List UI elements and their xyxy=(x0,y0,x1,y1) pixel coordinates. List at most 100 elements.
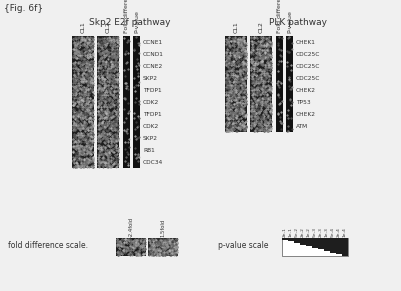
Text: CDK2: CDK2 xyxy=(143,100,159,104)
Bar xyxy=(133,132,140,144)
Bar xyxy=(285,72,292,84)
Bar xyxy=(275,36,282,48)
Bar xyxy=(72,108,94,120)
Text: CDC25C: CDC25C xyxy=(295,63,320,68)
Bar xyxy=(72,84,94,96)
Text: TP53: TP53 xyxy=(295,100,310,104)
Bar xyxy=(225,84,246,96)
Bar xyxy=(299,238,305,244)
Text: 1e-1: 1e-1 xyxy=(288,227,292,237)
Bar xyxy=(97,156,119,168)
Bar xyxy=(72,60,94,72)
Bar xyxy=(133,96,140,108)
Text: Fold difference: Fold difference xyxy=(124,0,129,33)
Bar xyxy=(225,60,246,72)
Bar xyxy=(275,84,282,96)
Bar xyxy=(249,84,271,96)
Bar xyxy=(123,120,130,132)
Text: CDC25C: CDC25C xyxy=(295,75,320,81)
Bar xyxy=(123,108,130,120)
Bar xyxy=(329,238,335,253)
Text: TFDP1: TFDP1 xyxy=(143,111,161,116)
Bar xyxy=(249,60,271,72)
Text: 5e-2: 5e-2 xyxy=(294,227,298,237)
Text: 5e-4: 5e-4 xyxy=(330,227,334,237)
Text: CCNE1: CCNE1 xyxy=(143,40,163,45)
Bar xyxy=(275,108,282,120)
Bar xyxy=(97,96,119,108)
Bar xyxy=(123,144,130,156)
Text: PLK pathway: PLK pathway xyxy=(268,18,326,27)
Bar xyxy=(285,36,292,48)
Bar xyxy=(133,84,140,96)
Bar xyxy=(275,120,282,132)
Text: -2.4fold: -2.4fold xyxy=(128,217,133,237)
Bar xyxy=(133,108,140,120)
Bar xyxy=(72,96,94,108)
Bar xyxy=(133,156,140,168)
Bar xyxy=(225,48,246,60)
Bar xyxy=(285,48,292,60)
Bar xyxy=(317,238,323,249)
Bar xyxy=(311,238,317,248)
Bar xyxy=(123,132,130,144)
Text: CL2: CL2 xyxy=(258,21,263,33)
Text: RB1: RB1 xyxy=(143,148,154,152)
Bar xyxy=(249,120,271,132)
Bar xyxy=(341,238,347,256)
Text: CDC25C: CDC25C xyxy=(295,52,320,56)
Bar xyxy=(123,96,130,108)
Bar xyxy=(293,238,299,243)
Text: 2e-4: 2e-4 xyxy=(336,227,340,237)
Bar xyxy=(97,72,119,84)
Bar xyxy=(275,60,282,72)
Bar xyxy=(97,84,119,96)
Bar xyxy=(72,120,94,132)
Text: CCNE2: CCNE2 xyxy=(143,63,163,68)
Bar xyxy=(116,238,146,256)
Bar xyxy=(225,108,246,120)
Bar xyxy=(123,84,130,96)
Text: P-value: P-value xyxy=(134,10,139,33)
Bar xyxy=(72,144,94,156)
Text: SKP2: SKP2 xyxy=(143,136,158,141)
Bar xyxy=(97,120,119,132)
Bar xyxy=(275,96,282,108)
Bar xyxy=(249,96,271,108)
Bar xyxy=(133,36,140,48)
Bar xyxy=(323,238,329,251)
Text: CCND1: CCND1 xyxy=(143,52,164,56)
Text: TFDP1: TFDP1 xyxy=(143,88,161,93)
Bar xyxy=(285,108,292,120)
Text: CL1: CL1 xyxy=(80,21,85,33)
Text: P-value: P-value xyxy=(286,10,291,33)
Text: CHEK1: CHEK1 xyxy=(295,40,315,45)
Bar xyxy=(281,238,347,256)
Bar xyxy=(225,72,246,84)
Text: CL1: CL1 xyxy=(233,21,238,33)
Bar xyxy=(72,132,94,144)
Bar xyxy=(275,48,282,60)
Bar xyxy=(225,96,246,108)
Bar xyxy=(97,144,119,156)
Bar xyxy=(97,36,119,48)
Bar xyxy=(72,48,94,60)
Text: ATM: ATM xyxy=(295,123,307,129)
Bar xyxy=(249,48,271,60)
Text: 5e-3: 5e-3 xyxy=(312,227,316,237)
Bar xyxy=(133,120,140,132)
Bar xyxy=(123,36,130,48)
Bar xyxy=(97,132,119,144)
Bar xyxy=(285,96,292,108)
Text: 1e-4: 1e-4 xyxy=(342,227,346,237)
Text: {Fig. 6f}: {Fig. 6f} xyxy=(4,4,43,13)
Bar xyxy=(305,238,311,246)
Bar xyxy=(148,238,178,256)
Bar xyxy=(133,144,140,156)
Text: 2e-1: 2e-1 xyxy=(282,227,286,237)
Text: CDK2: CDK2 xyxy=(143,123,159,129)
Text: CHEK2: CHEK2 xyxy=(295,88,315,93)
Text: fold difference scale.: fold difference scale. xyxy=(8,240,88,249)
Bar xyxy=(97,60,119,72)
Bar xyxy=(287,238,293,241)
